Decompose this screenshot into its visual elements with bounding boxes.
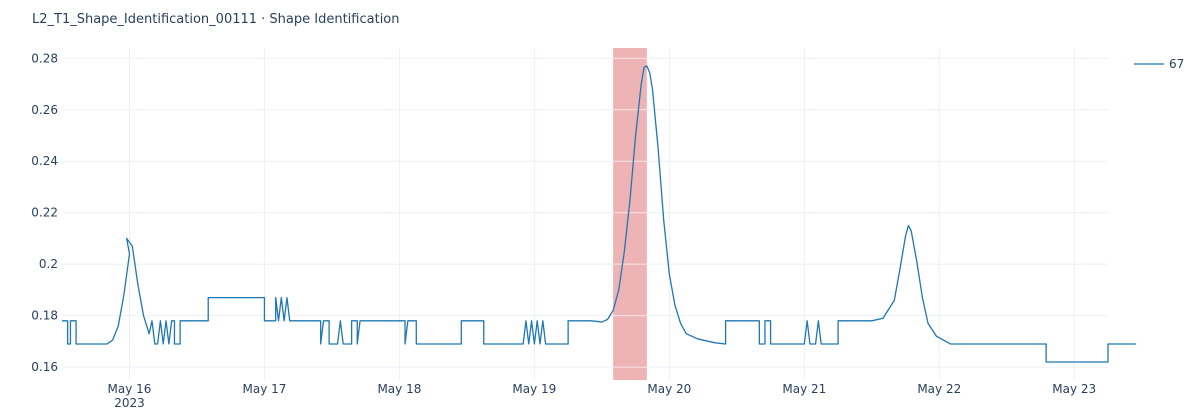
y-axis: 0.16 0.18 0.2 0.22 0.24 0.26 0.28	[31, 51, 58, 374]
y-tick-label: 0.22	[31, 206, 58, 220]
grid	[62, 48, 1108, 380]
grid-over-highlight	[613, 57, 647, 368]
x-tick-label: May 17	[242, 382, 286, 396]
x-tick-year-label: 2023	[114, 396, 145, 410]
y-tick-label: 0.28	[31, 51, 58, 65]
x-tick-label: May 21	[782, 382, 826, 396]
y-tick-label: 0.24	[31, 154, 58, 168]
chart-title: L2_T1_Shape_Identification_00111 · Shape…	[32, 12, 400, 27]
y-tick-label: 0.16	[31, 360, 58, 374]
y-tick-label: 0.2	[39, 257, 58, 271]
x-tick-label: May 20	[647, 382, 691, 396]
x-tick-label: May 23	[1052, 382, 1096, 396]
y-tick-label: 0.26	[31, 103, 58, 117]
x-tick-label: May 16	[108, 382, 152, 396]
x-tick-label: May 22	[917, 382, 961, 396]
y-tick-label: 0.18	[31, 309, 58, 323]
legend[interactable]: 67	[1134, 57, 1184, 71]
series-layer	[62, 65, 1137, 363]
x-tick-label: May 18	[377, 382, 421, 396]
series-line-67	[62, 65, 1137, 363]
legend-label: 67	[1169, 57, 1184, 71]
highlight-layer	[613, 48, 647, 380]
highlight-region	[613, 48, 647, 380]
x-tick-label: May 19	[512, 382, 556, 396]
